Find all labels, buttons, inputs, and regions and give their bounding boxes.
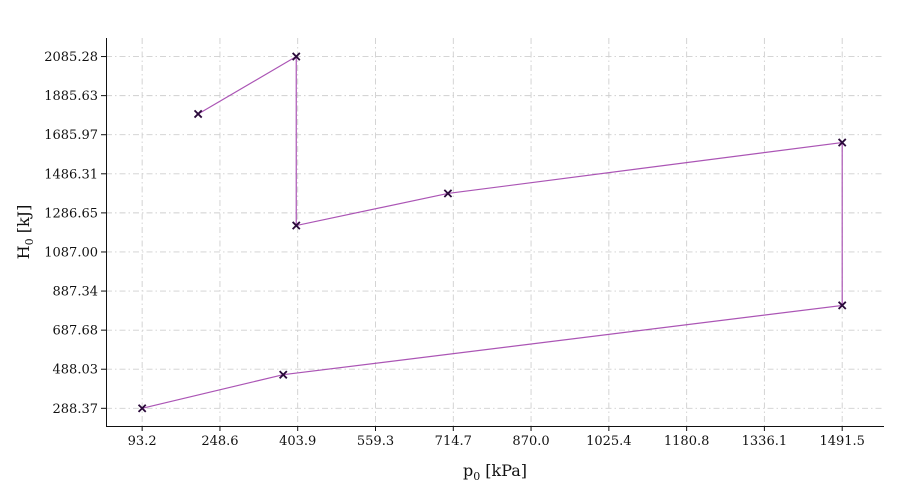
y-tick-label: 887.34 [53, 285, 99, 300]
data-point-marker [837, 138, 847, 147]
grid-layer [106, 38, 884, 426]
data-point-marker [137, 404, 147, 413]
y-tick-label: 1087.00 [44, 245, 98, 260]
data-point-marker [443, 189, 453, 198]
x-tick-label: 559.3 [357, 434, 394, 449]
y-axis-label: H0 [kJ] [14, 205, 36, 260]
tick-layer: 93.2 248.6 403.9 559.3 714.7 870.0 1025.4 1180.… [44, 50, 865, 449]
x-tick-label: 248.6 [201, 434, 238, 449]
x-tick-label: 714.7 [435, 434, 472, 449]
y-tick-label: 1685.97 [44, 128, 98, 143]
x-tick-label: 1336.1 [742, 434, 788, 449]
y-tick-label: 687.68 [53, 324, 99, 339]
x-tick-label: 403.9 [279, 434, 316, 449]
x-tick-label: 1180.8 [664, 434, 710, 449]
y-tick-label: 1885.63 [44, 89, 98, 104]
y-tick-label: 288.37 [53, 402, 99, 417]
y-tick-label: 2085.28 [44, 50, 98, 65]
x-tick-label: 1491.5 [819, 434, 865, 449]
data-point-marker [278, 370, 288, 379]
data-point-marker [193, 109, 203, 119]
x-tick-label: 93.2 [128, 434, 157, 449]
data-point-marker [292, 52, 301, 61]
x-tick-label: 1025.4 [586, 434, 632, 449]
series-layer [137, 52, 847, 413]
x-axis-label: p0 [kPa] [463, 461, 527, 483]
y-tick-label: 1286.65 [44, 206, 98, 221]
series-line [142, 55, 843, 409]
y-tick-label: 488.03 [53, 363, 99, 378]
y-tick-label: 1486.31 [44, 167, 98, 182]
x-tick-label: 870.0 [512, 434, 549, 449]
data-point-marker [292, 221, 301, 230]
data-point-marker [837, 301, 847, 310]
axes-layer [106, 38, 884, 427]
